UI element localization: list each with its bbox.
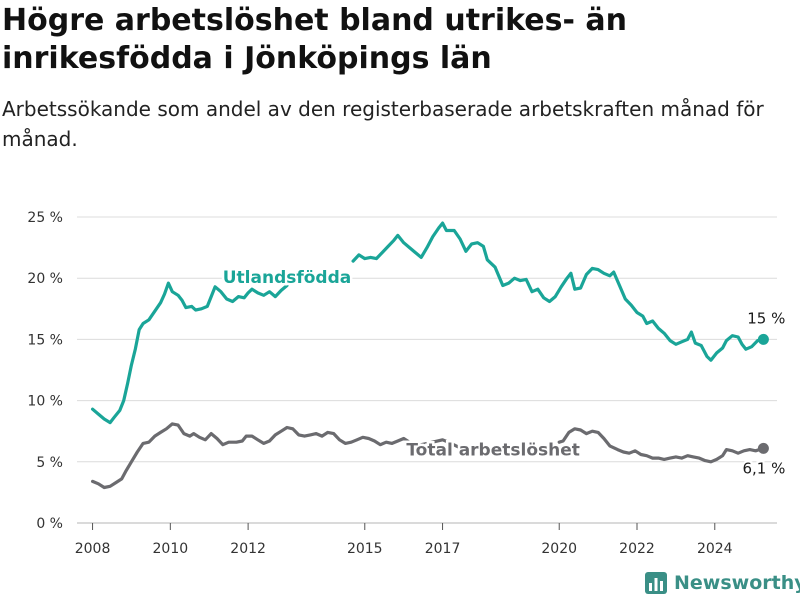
- y-tick-label: 5 %: [36, 455, 63, 471]
- series-line-0: [351, 221, 765, 362]
- brand-logo: Newsworthy: [644, 568, 800, 598]
- y-tick-label: 0 %: [36, 516, 63, 532]
- series-name-label: Total arbetslöshet: [406, 441, 580, 461]
- series-line-0: [91, 281, 289, 425]
- x-tick-label: 2017: [425, 541, 461, 557]
- chart-title: Högre arbetslöshet bland utrikes- än inr…: [2, 3, 627, 76]
- chart-subtitle: Arbetssökande som andel av den registerb…: [2, 97, 764, 151]
- newsworthy-icon: [645, 572, 667, 594]
- series-line-1: [91, 422, 466, 490]
- series-end-marker: [757, 333, 769, 345]
- brand-name: Newsworthy: [674, 572, 800, 594]
- series-labels: Utlandsfödda Total arbetslöshet 15 % 6,1 %: [220, 266, 787, 480]
- y-tick-label: 20 %: [27, 271, 63, 287]
- y-tick-label: 15 %: [27, 332, 63, 348]
- x-tick-label: 2008: [75, 541, 111, 557]
- y-tick-label: 25 %: [27, 210, 63, 226]
- x-tick-label: 2012: [230, 541, 266, 557]
- grid: [77, 216, 777, 524]
- series-end-marker: [757, 442, 769, 454]
- y-tick-label: 10 %: [27, 394, 63, 410]
- x-tick-label: 2015: [347, 541, 383, 557]
- series-end-label: 15 %: [747, 309, 785, 327]
- series-lines: [91, 221, 769, 490]
- series-end-label: 6,1 %: [742, 459, 785, 477]
- series-line-1: [557, 427, 765, 464]
- series-name-label: Utlandsfödda: [223, 268, 352, 288]
- axes: 0 % 5 % 10 % 15 % 20 % 25 % 2008 2010 2012 2015 20…: [27, 210, 732, 557]
- x-tick-label: 2024: [697, 541, 733, 557]
- x-tick-label: 2020: [541, 541, 577, 557]
- x-tick-label: 2022: [619, 541, 655, 557]
- x-tick-label: 2010: [153, 541, 189, 557]
